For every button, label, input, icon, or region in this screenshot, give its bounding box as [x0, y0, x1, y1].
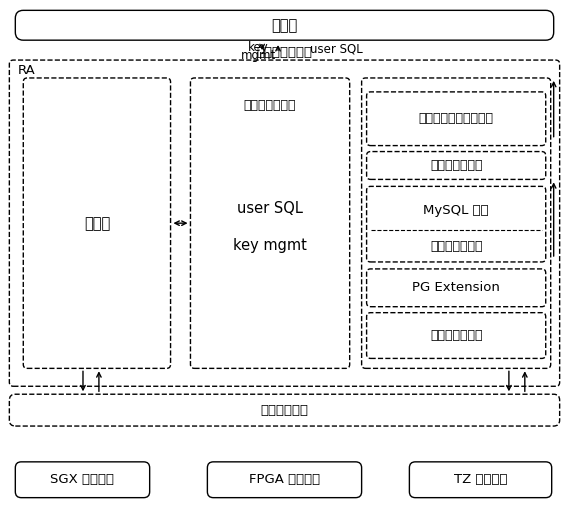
Text: user SQL: user SQL [237, 201, 303, 216]
Text: key: key [248, 41, 269, 54]
Text: 其他数据库服务端内核: 其他数据库服务端内核 [419, 112, 494, 125]
FancyBboxPatch shape [207, 462, 362, 498]
FancyBboxPatch shape [409, 462, 552, 498]
FancyBboxPatch shape [366, 152, 546, 179]
FancyBboxPatch shape [362, 78, 551, 369]
FancyBboxPatch shape [9, 60, 560, 386]
Text: 非可信访问接口: 非可信访问接口 [430, 240, 483, 254]
FancyBboxPatch shape [366, 187, 546, 262]
Text: 统一服务接口: 统一服务接口 [261, 404, 308, 417]
Text: FPGA 安全模块: FPGA 安全模块 [249, 473, 320, 486]
FancyBboxPatch shape [15, 462, 150, 498]
Text: MySQL 内核: MySQL 内核 [423, 204, 489, 217]
FancyBboxPatch shape [9, 394, 560, 426]
Text: 标准数据库连接: 标准数据库连接 [256, 46, 312, 59]
Text: RA: RA [17, 63, 35, 77]
Text: 客户端: 客户端 [271, 18, 298, 33]
Text: 数据库访问接口: 数据库访问接口 [244, 99, 296, 113]
Text: PG Extension: PG Extension [412, 281, 500, 294]
Text: key mgmt: key mgmt [233, 238, 307, 252]
FancyBboxPatch shape [366, 92, 546, 146]
FancyBboxPatch shape [15, 10, 554, 40]
Text: TZ 安全模块: TZ 安全模块 [454, 473, 508, 486]
Text: 非可信访问接口: 非可信访问接口 [430, 159, 483, 172]
FancyBboxPatch shape [366, 313, 546, 358]
Text: 密钥库: 密钥库 [84, 215, 110, 231]
Text: SGX 安全模块: SGX 安全模块 [51, 473, 114, 486]
Text: mgmt: mgmt [241, 49, 276, 61]
FancyBboxPatch shape [191, 78, 350, 369]
Text: 非可信访问接口: 非可信访问接口 [430, 329, 483, 342]
FancyBboxPatch shape [23, 78, 171, 369]
FancyBboxPatch shape [366, 269, 546, 307]
Text: user SQL: user SQL [310, 43, 362, 56]
